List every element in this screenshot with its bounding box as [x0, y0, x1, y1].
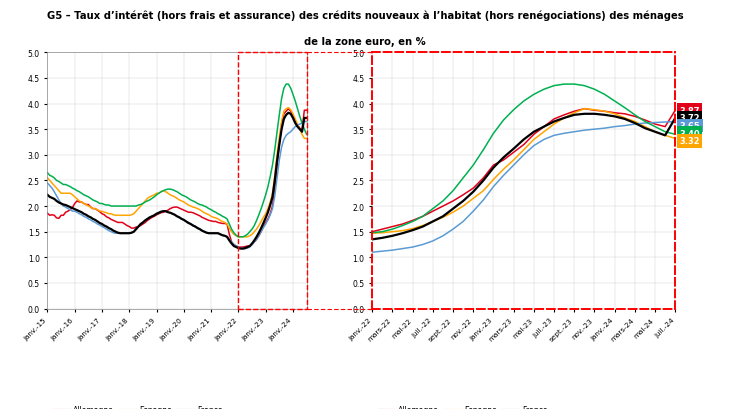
Text: 3.40: 3.40 — [680, 130, 700, 138]
Text: 3.65: 3.65 — [680, 122, 700, 131]
Text: 3.87: 3.87 — [680, 106, 700, 115]
Bar — [239, 53, 307, 309]
Text: 3.32: 3.32 — [680, 137, 700, 146]
Text: 3.72: 3.72 — [680, 114, 700, 123]
Text: de la zone euro, en %: de la zone euro, en % — [304, 37, 426, 47]
Text: G5 – Taux d’intérêt (hors frais et assurance) des crédits nouveaux à l’habitat (: G5 – Taux d’intérêt (hors frais et assur… — [47, 10, 683, 21]
